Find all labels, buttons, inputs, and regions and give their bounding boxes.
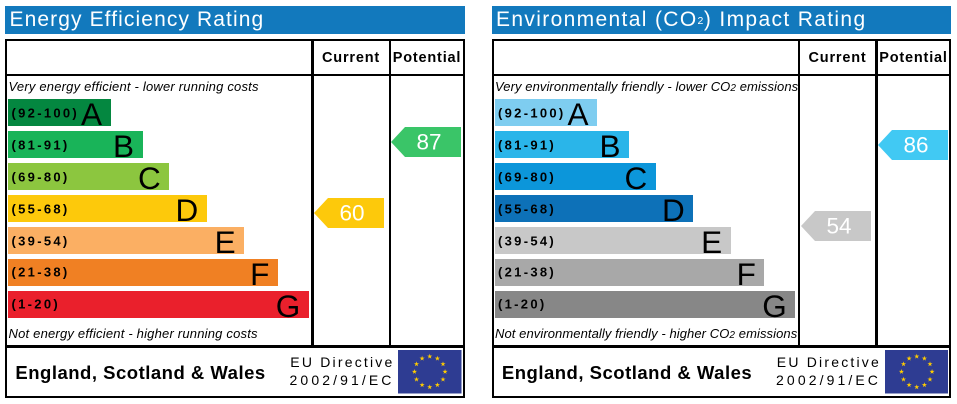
svg-text:86: 86 [903,133,928,158]
svg-text:87: 87 [416,130,441,155]
svg-text:60: 60 [339,200,364,225]
svg-text:54: 54 [826,214,851,239]
